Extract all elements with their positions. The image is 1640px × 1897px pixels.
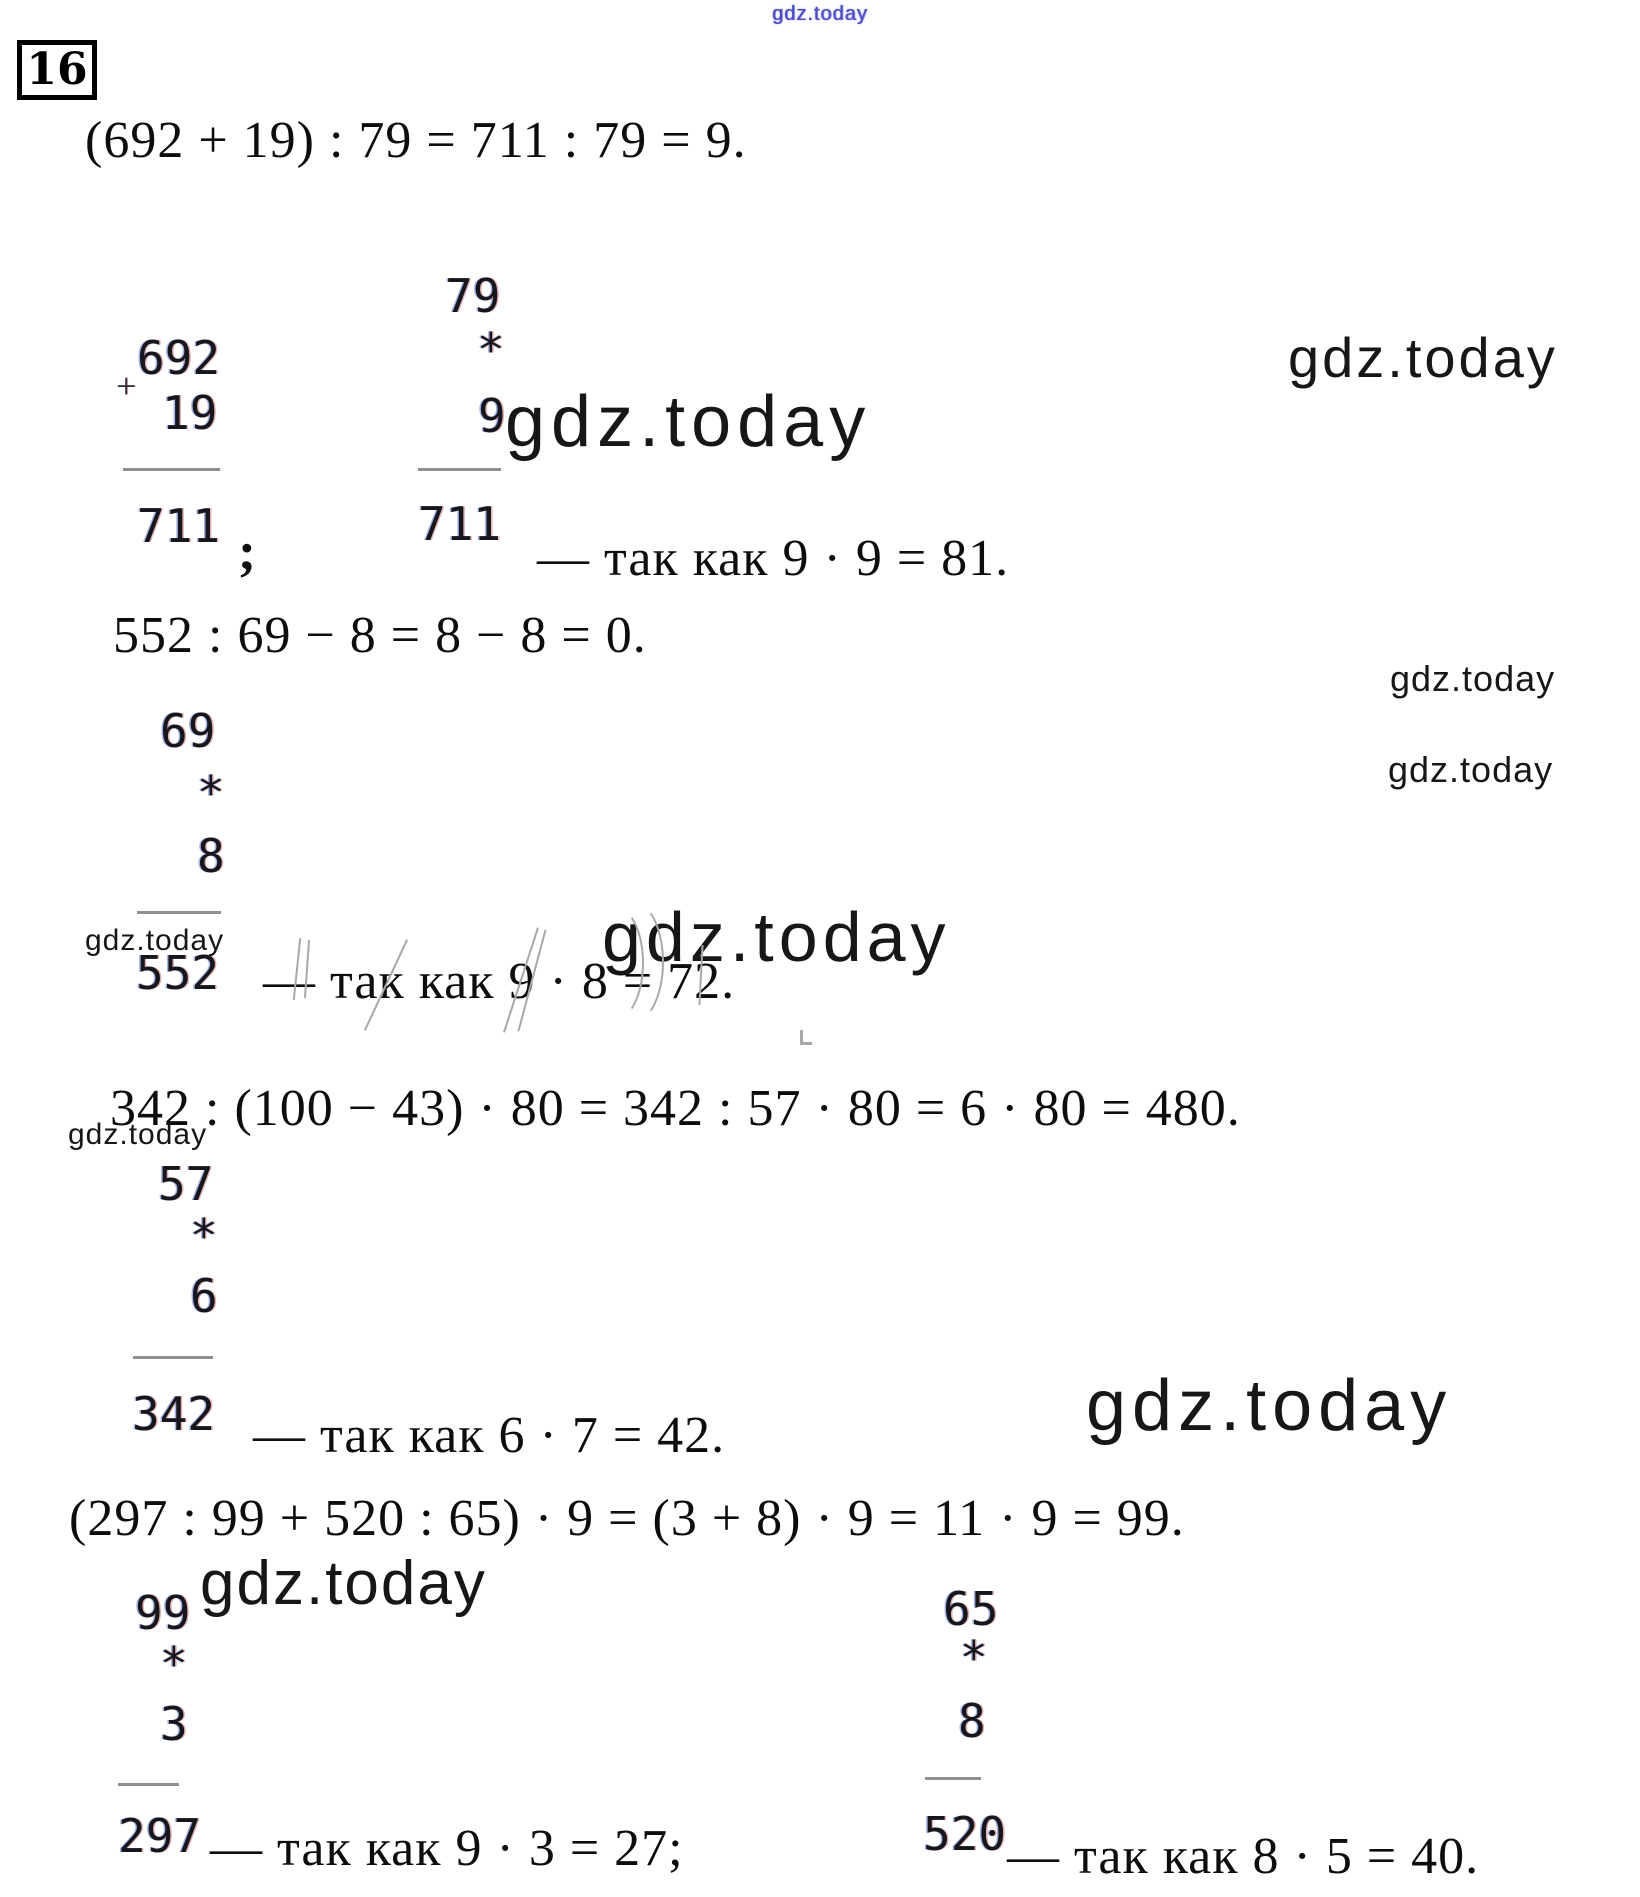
problem-number-box: 16 [17, 40, 97, 100]
watermark-top-blue: gdz.today [772, 3, 868, 25]
note-1: — так как 9 · 9 = 81. [537, 530, 1010, 587]
mul3-result: 342 [132, 1387, 216, 1441]
mul4-result: 297 [118, 1809, 202, 1863]
note-4: — так как 9 · 3 = 27; [210, 1820, 684, 1877]
note-5: — так как 8 · 5 = 40. [1007, 1828, 1480, 1885]
mul4-asterisk: * [160, 1637, 188, 1691]
problem-number: 16 [26, 44, 88, 95]
add1-result: 711 [137, 499, 221, 553]
mul2-bottom-operand: 8 [197, 829, 225, 883]
watermark-left-big: gdz.today [200, 1549, 487, 1618]
mul3-bottom-operand: 6 [190, 1269, 218, 1323]
mul5-bottom-operand: 8 [958, 1694, 986, 1748]
note-3: — так как 6 · 7 = 42. [253, 1407, 726, 1464]
separator-semicolon: ; [238, 521, 256, 581]
note-2: — так как 9 · 8 = 72. [263, 953, 736, 1010]
mul5-top-operand: 65 [943, 1582, 999, 1636]
watermark-left-small-1: gdz.today [85, 924, 225, 957]
equation-4: (297 : 99 + 520 : 65) · 9 = (3 + 8) · 9 … [69, 1490, 1185, 1547]
add1-top-operand: 692 [137, 331, 221, 385]
mul1-rule [418, 468, 501, 471]
mul2-result: 552 [136, 946, 220, 1000]
mul1-top-operand: 79 [445, 269, 501, 323]
equation-2: 552 : 69 − 8 = 8 − 8 = 0. [113, 607, 647, 664]
mul5-rule [925, 1777, 981, 1780]
mul2-top-operand: 69 [160, 704, 216, 758]
mul1-bottom-operand: 9 [478, 389, 506, 443]
equation-1: (692 + 19) : 79 = 711 : 79 = 9. [85, 112, 747, 169]
mul4-rule [118, 1783, 179, 1786]
watermark-right-small-1: gdz.today [1390, 658, 1556, 699]
pen-scribble-arc [585, 905, 644, 1021]
mul1-asterisk: * [477, 323, 505, 377]
add1-rule [123, 468, 220, 471]
mul3-asterisk: * [190, 1209, 218, 1263]
mul4-top-operand: 99 [135, 1586, 191, 1640]
mul1-result: 711 [418, 497, 502, 551]
mul3-top-operand: 57 [158, 1157, 214, 1211]
watermark-right-small-2: gdz.today [1388, 749, 1554, 790]
add1-plus-sign: + [116, 366, 137, 406]
watermark-right-top: gdz.today [1288, 326, 1558, 389]
mul4-bottom-operand: 3 [160, 1697, 188, 1751]
watermark-center-top: gdz.today [505, 382, 872, 462]
equation-3: 342 : (100 − 43) · 80 = 342 : 57 · 80 = … [110, 1080, 1241, 1137]
mul3-rule [133, 1356, 213, 1359]
mul2-rule [137, 911, 221, 914]
mul2-asterisk: * [197, 766, 225, 820]
pen-scribble-arc [600, 900, 664, 1024]
pen-scribble-mark [800, 1030, 812, 1045]
watermark-right-big: gdz.today [1086, 1366, 1453, 1446]
add1-bottom-operand: 19 [162, 386, 218, 440]
mul5-result: 520 [923, 1807, 1007, 1861]
watermark-left-small-2: gdz.today [68, 1118, 208, 1151]
mul5-asterisk: * [960, 1631, 988, 1685]
